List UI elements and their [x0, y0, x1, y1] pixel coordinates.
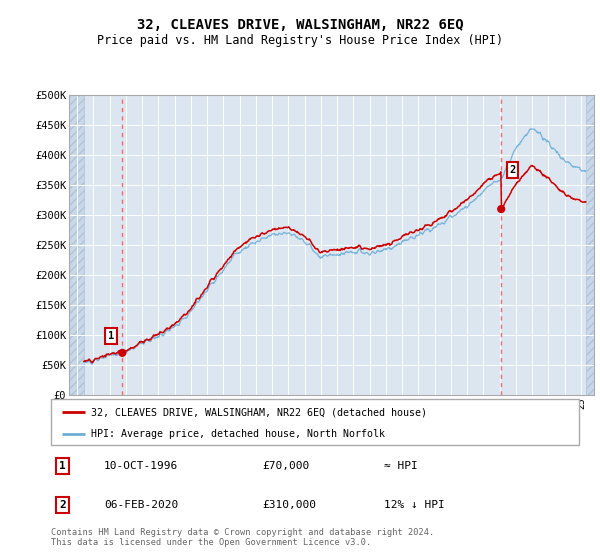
Text: 1: 1	[108, 331, 114, 341]
Text: ≈ HPI: ≈ HPI	[383, 461, 418, 471]
Bar	[586, 95, 594, 395]
Text: £70,000: £70,000	[262, 461, 310, 471]
Point	[496, 204, 506, 213]
Text: HPI: Average price, detached house, North Norfolk: HPI: Average price, detached house, Nort…	[91, 429, 385, 438]
Text: Contains HM Land Registry data © Crown copyright and database right 2024.
This d: Contains HM Land Registry data © Crown c…	[51, 528, 434, 547]
Text: 32, CLEAVES DRIVE, WALSINGHAM, NR22 6EQ (detached house): 32, CLEAVES DRIVE, WALSINGHAM, NR22 6EQ …	[91, 407, 427, 417]
Text: 10-OCT-1996: 10-OCT-1996	[104, 461, 178, 471]
Point	[118, 348, 127, 357]
Text: 12% ↓ HPI: 12% ↓ HPI	[383, 500, 445, 510]
Bar	[69, 95, 83, 395]
Text: 2: 2	[509, 165, 515, 175]
Text: 06-FEB-2020: 06-FEB-2020	[104, 500, 178, 510]
Text: 2: 2	[59, 500, 66, 510]
FancyBboxPatch shape	[51, 399, 579, 445]
Text: 32, CLEAVES DRIVE, WALSINGHAM, NR22 6EQ: 32, CLEAVES DRIVE, WALSINGHAM, NR22 6EQ	[137, 18, 463, 32]
Text: £310,000: £310,000	[262, 500, 316, 510]
Text: 1: 1	[59, 461, 66, 471]
Text: Price paid vs. HM Land Registry's House Price Index (HPI): Price paid vs. HM Land Registry's House …	[97, 34, 503, 46]
